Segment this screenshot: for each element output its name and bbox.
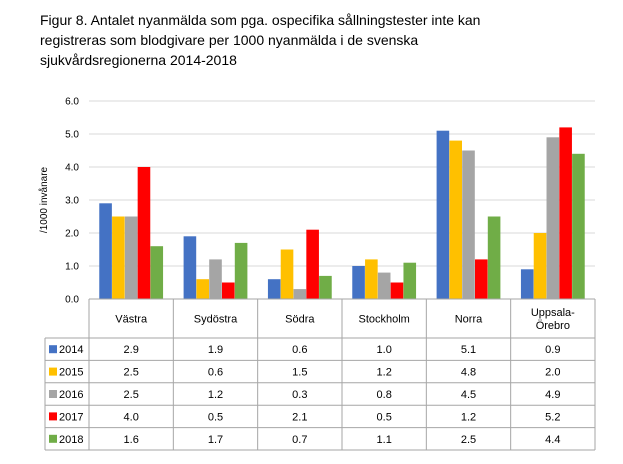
data-table-cell: 0.5 <box>377 411 392 423</box>
bar-2018 <box>572 153 585 299</box>
category-label: Sydöstra <box>194 314 238 326</box>
category-label: Uppsala- <box>531 307 575 319</box>
legend-swatch-2017 <box>49 412 57 421</box>
legend-swatch-2018 <box>49 434 57 443</box>
bar-2014 <box>520 269 534 299</box>
data-table-cell: 1.2 <box>461 411 476 423</box>
chart-title-line-1: Figur 8. Antalet nyanmälda som pga. ospe… <box>40 12 481 28</box>
data-table-cell: 5.1 <box>461 344 476 356</box>
y-tick-label: 5.0 <box>65 130 79 141</box>
category-label: Västra <box>115 314 148 326</box>
bar-2014 <box>183 236 197 299</box>
data-table-cell: 0.5 <box>208 411 223 423</box>
y-tick-label: 4.0 <box>65 163 79 174</box>
data-table-cell: 0.9 <box>545 344 560 356</box>
bar-2018 <box>403 262 417 299</box>
data-table-cell: 1.9 <box>208 344 223 356</box>
bar-2015 <box>196 279 209 299</box>
data-table-cell: 0.6 <box>292 344 307 356</box>
y-tick-label: 3.0 <box>65 196 79 207</box>
data-table-cell: 2.1 <box>292 411 307 423</box>
data-table-cell: 1.7 <box>208 434 223 446</box>
data-table-cell: 2.5 <box>124 389 139 401</box>
category-label: Örebro <box>536 320 570 332</box>
bar-2017 <box>306 229 319 299</box>
data-table-cell: 4.4 <box>545 434 560 446</box>
data-table-cell: 4.5 <box>461 389 476 401</box>
data-table-cell: 2.5 <box>124 367 139 379</box>
data-table-cell: 1.2 <box>208 389 223 401</box>
bar-2014 <box>436 130 450 299</box>
y-tick-label: 6.0 <box>65 97 79 108</box>
category-label: Södra <box>285 314 315 326</box>
data-table-cell: 4.0 <box>124 411 139 423</box>
bar-2014 <box>352 266 365 299</box>
bar-2018 <box>150 246 164 299</box>
bar-2015 <box>365 259 378 299</box>
bar-2018 <box>319 275 332 299</box>
legend-label: 2015 <box>59 367 83 379</box>
data-table-cell: 2.5 <box>461 434 476 446</box>
data-table-cell: 0.3 <box>292 389 307 401</box>
data-table-cell: 0.8 <box>377 389 392 401</box>
bar-2016 <box>293 289 307 299</box>
bar-2014 <box>267 279 281 299</box>
data-table-cell: 1.2 <box>377 367 392 379</box>
y-tick-label: 2.0 <box>65 229 79 240</box>
legend-swatch-2015 <box>49 367 57 376</box>
bar-2015 <box>280 249 294 299</box>
y-tick-label: 1.0 <box>65 262 79 273</box>
bar-2016 <box>124 216 138 299</box>
y-tick-label: 0.0 <box>65 295 79 306</box>
legend-label: 2014 <box>59 344 83 356</box>
bar-2015 <box>112 216 125 299</box>
data-table-cell: 2.9 <box>124 344 139 356</box>
chart-title-line-2: registreras som blodgivare per 1000 nyan… <box>40 32 419 48</box>
bar-2017 <box>390 282 404 299</box>
bar-2016 <box>377 272 391 299</box>
bar-2018 <box>234 242 248 299</box>
chart-title-line-3: sjukvårdsregionerna 2014-2018 <box>40 52 237 68</box>
data-table-cell: 1.5 <box>292 367 307 379</box>
bar-2016 <box>209 259 222 299</box>
bar-2018 <box>487 216 501 299</box>
y-axis-label: /1000 invånare <box>38 166 50 233</box>
category-label: Stockholm <box>358 314 409 326</box>
bar-2015 <box>449 140 462 299</box>
legend-label: 2016 <box>59 389 83 401</box>
bar-2017 <box>559 127 572 300</box>
data-table-cell: 2.0 <box>545 367 560 379</box>
legend-swatch-2016 <box>49 390 57 398</box>
data-table-cell: 4.8 <box>461 367 476 379</box>
legend-label: 2018 <box>59 434 83 446</box>
bar-2017 <box>475 259 488 299</box>
bar-2016 <box>462 150 475 299</box>
data-table-cell: 0.6 <box>208 367 223 379</box>
bar-2017 <box>137 167 151 299</box>
data-table-cell: 1.0 <box>377 344 392 356</box>
bar-2017 <box>222 282 235 299</box>
chart-title: Figur 8. Antalet nyanmälda som pga. ospe… <box>40 10 600 70</box>
data-table-cell: 1.1 <box>377 434 392 446</box>
legend-swatch-2014 <box>49 345 57 354</box>
data-table-cell: 4.9 <box>545 389 560 401</box>
category-label: Norra <box>455 314 483 326</box>
bar-2016 <box>546 137 560 299</box>
data-table-cell: 1.6 <box>124 434 139 446</box>
data-table-cell: 5.2 <box>545 411 560 423</box>
data-table-cell: 0.7 <box>292 434 307 446</box>
bar-2014 <box>99 203 112 299</box>
legend-label: 2017 <box>59 411 83 423</box>
bar-2015 <box>533 233 547 299</box>
